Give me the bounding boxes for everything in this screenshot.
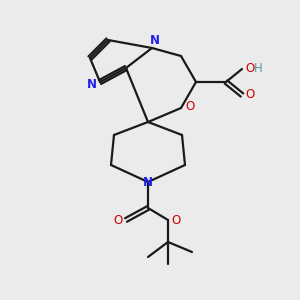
Text: N: N [143, 176, 153, 188]
Text: N: N [87, 79, 97, 92]
Text: O: O [245, 62, 255, 76]
Text: O: O [113, 214, 123, 226]
Text: N: N [150, 34, 160, 46]
Text: H: H [254, 62, 262, 76]
Text: O: O [171, 214, 181, 226]
Text: O: O [245, 88, 255, 101]
Text: O: O [185, 100, 195, 112]
